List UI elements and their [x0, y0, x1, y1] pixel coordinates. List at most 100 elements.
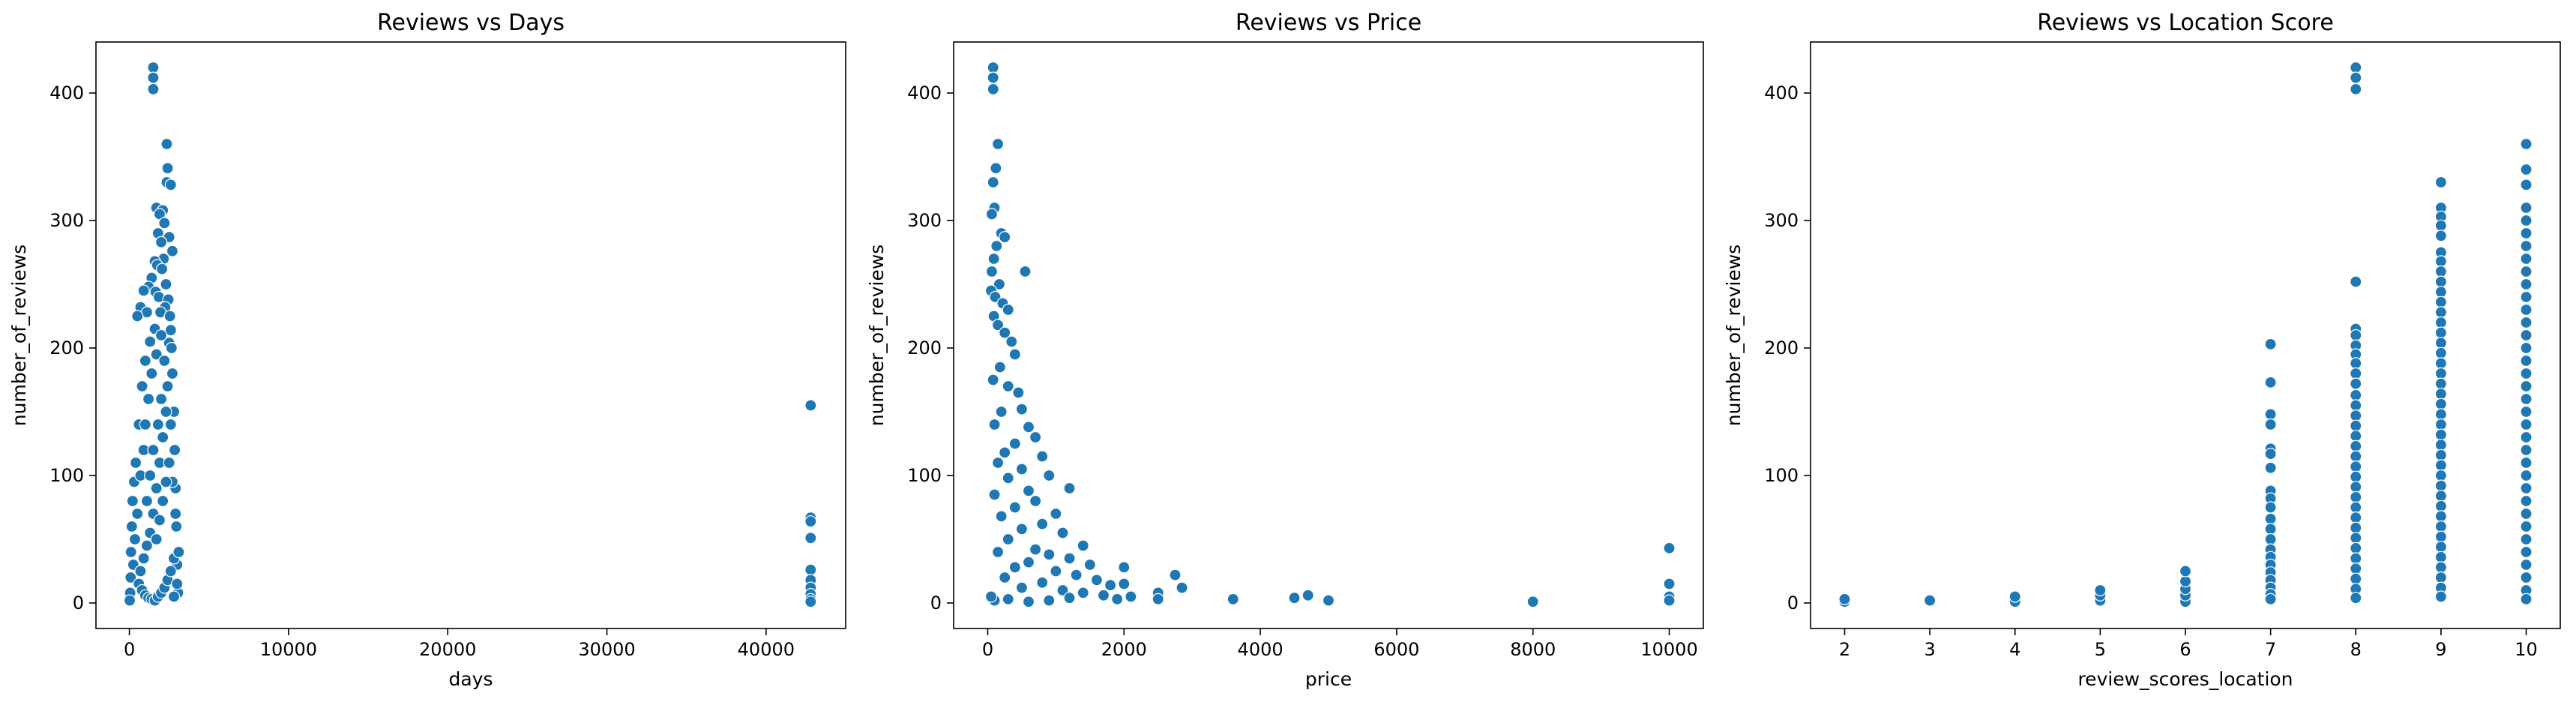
- data-point: [804, 532, 817, 544]
- data-point: [2434, 230, 2448, 242]
- data-point: [150, 532, 163, 546]
- x-tick-label: 8000: [1510, 639, 1556, 660]
- data-point: [160, 278, 172, 291]
- x-tick-label: 7: [2265, 639, 2276, 660]
- data-point: [988, 488, 1001, 501]
- data-point: [163, 310, 176, 322]
- data-point: [2434, 377, 2448, 390]
- data-point: [124, 545, 137, 559]
- data-point: [157, 494, 169, 508]
- data-point: [2350, 552, 2362, 565]
- data-point: [1022, 596, 1035, 608]
- data-point: [1070, 568, 1083, 581]
- data-point: [2520, 558, 2533, 572]
- data-point: [991, 319, 1005, 332]
- data-point: [2350, 61, 2362, 74]
- data-point: [164, 324, 177, 337]
- data-point: [2350, 592, 2362, 604]
- data-point: [1002, 532, 1014, 546]
- data-point: [999, 446, 1011, 459]
- data-point: [1063, 592, 1076, 604]
- axes-frame: [95, 41, 846, 629]
- data-point: [2434, 590, 2448, 603]
- data-point: [2520, 354, 2533, 368]
- data-point: [145, 367, 158, 380]
- x-tick-label: 30000: [578, 639, 635, 660]
- data-point: [2434, 398, 2448, 410]
- chart-title: Reviews vs Days: [377, 10, 565, 36]
- data-point: [154, 392, 168, 406]
- data-point: [154, 236, 168, 248]
- data-point: [2434, 459, 2448, 472]
- data-point: [161, 380, 174, 393]
- data-point: [2520, 392, 2533, 406]
- data-point: [2094, 584, 2107, 597]
- data-point: [1002, 592, 1014, 606]
- data-point: [2350, 377, 2362, 390]
- data-point: [2434, 337, 2448, 350]
- data-point: [2434, 541, 2448, 554]
- y-axis-label: number_of_reviews: [8, 244, 30, 426]
- data-point: [2264, 408, 2277, 421]
- data-point: [2434, 479, 2448, 492]
- data-point: [2350, 450, 2362, 463]
- data-point: [1104, 579, 1117, 592]
- data-point: [1008, 561, 1021, 574]
- data-point: [1077, 539, 1089, 552]
- data-point: [147, 61, 160, 74]
- data-point: [2264, 512, 2277, 525]
- x-tick-label: 4000: [1238, 639, 1284, 660]
- data-point: [2350, 542, 2362, 555]
- data-point: [993, 278, 1006, 291]
- data-point: [2434, 571, 2448, 584]
- data-point: [2434, 219, 2448, 232]
- x-tick-label: 10000: [260, 639, 317, 660]
- data-point: [160, 137, 173, 151]
- x-axis-label: review_scores_location: [2077, 668, 2293, 690]
- data-point: [1043, 548, 1056, 561]
- data-point: [2350, 419, 2362, 432]
- data-point: [1125, 590, 1137, 603]
- data-point: [1043, 594, 1056, 607]
- data-point: [1002, 303, 1014, 316]
- data-point: [158, 354, 171, 368]
- data-point: [1923, 594, 1936, 607]
- data-point: [140, 539, 154, 552]
- data-point: [1663, 594, 1676, 607]
- data-point: [139, 354, 151, 368]
- data-point: [1002, 380, 1014, 393]
- data-point: [164, 565, 177, 578]
- data-point: [2264, 338, 2277, 350]
- data-point: [2434, 367, 2448, 380]
- data-point: [2520, 469, 2533, 482]
- data-point: [2434, 550, 2448, 563]
- y-tick-label: 0: [1787, 592, 1799, 614]
- data-point: [164, 178, 177, 191]
- data-point: [1043, 469, 1056, 482]
- data-point: [166, 244, 179, 257]
- data-point: [2264, 376, 2277, 388]
- data-point: [2434, 418, 2448, 431]
- data-point: [2520, 201, 2533, 214]
- y-tick-label: 400: [907, 82, 942, 104]
- data-point: [804, 596, 817, 608]
- data-point: [2434, 500, 2448, 512]
- data-point: [140, 494, 154, 508]
- data-point: [1097, 589, 1110, 602]
- data-point: [2434, 530, 2448, 543]
- data-point: [158, 217, 171, 230]
- data-point: [2434, 346, 2448, 359]
- data-point: [991, 137, 1005, 151]
- data-point: [2179, 574, 2192, 588]
- data-point: [161, 162, 174, 175]
- data-point: [2434, 255, 2448, 268]
- x-tick-label: 20000: [419, 639, 476, 660]
- y-tick-label: 300: [907, 210, 942, 231]
- data-point: [131, 310, 144, 322]
- data-point: [1015, 403, 1029, 416]
- x-tick-label: 6000: [1373, 639, 1419, 660]
- data-point: [2008, 590, 2021, 603]
- data-point: [2350, 572, 2362, 585]
- data-point: [1063, 552, 1076, 565]
- data-point: [1663, 578, 1676, 590]
